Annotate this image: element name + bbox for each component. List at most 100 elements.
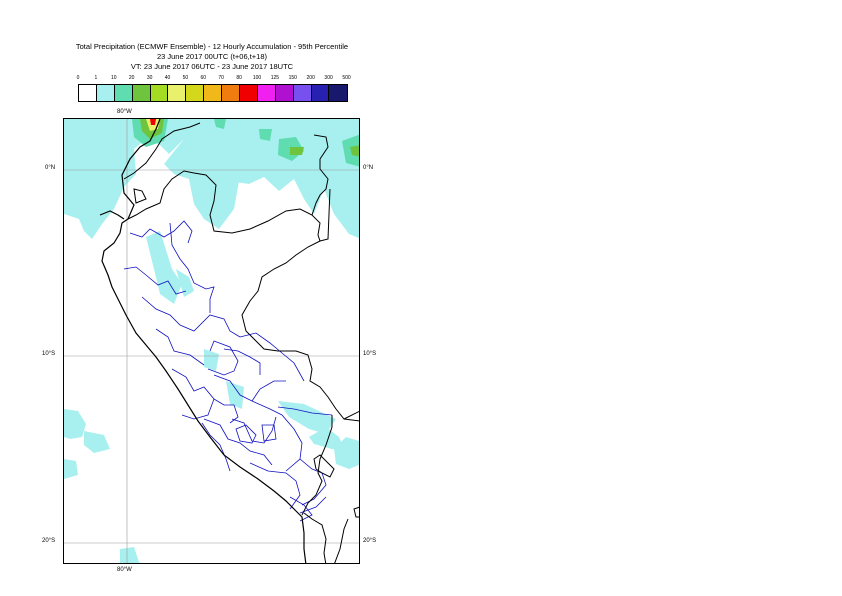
lat-label-10s-right: 10°S xyxy=(363,351,377,357)
precip-area-bolivia xyxy=(334,437,359,469)
legend-threshold-label: 50 xyxy=(182,75,189,81)
precip-extreme-northwest xyxy=(150,119,156,125)
regional-border-huanuco xyxy=(207,340,239,376)
regional-border-ica xyxy=(201,422,231,472)
regional-border-lalibertad xyxy=(141,296,241,338)
precip-area-south-central xyxy=(226,381,244,409)
precip-area-offshore-2 xyxy=(84,431,110,453)
legend-swatch xyxy=(150,85,169,101)
precip-heavy-northeast xyxy=(290,147,304,155)
legend-swatch xyxy=(275,85,294,101)
precip-moderate-far-northeast xyxy=(342,134,359,167)
title-line-2: 23 June 2017 00UTC (t+06,t+18) xyxy=(156,52,268,61)
precipitation-map xyxy=(63,118,360,564)
lat-label-20s-right: 20°S xyxy=(363,538,377,544)
lon-label-80w-top: 80°W xyxy=(117,109,132,115)
legend-threshold-label: 500 xyxy=(342,75,351,81)
border-ecuador-small xyxy=(133,188,147,204)
regional-border-arequipa xyxy=(249,462,301,510)
precip-area-east xyxy=(278,401,336,434)
border-colombia-brazil xyxy=(311,159,329,216)
regional-border-puno xyxy=(299,458,327,506)
legend-swatch xyxy=(204,85,223,101)
legend-swatch xyxy=(186,85,205,101)
border-peru-brazil xyxy=(241,240,359,422)
map-svg xyxy=(64,119,359,563)
border-venezuela-colombia xyxy=(313,134,329,160)
legend-threshold-label: 200 xyxy=(306,75,315,81)
regional-border-ancash xyxy=(155,328,205,366)
lake-titicaca xyxy=(313,454,335,478)
coastline-gulf-guayaquil xyxy=(99,210,125,220)
legend-labels: 0 1 10 20 30 40 50 60 70 80 100 125 150 200 300 500 xyxy=(76,75,351,84)
regional-border-small-2 xyxy=(261,424,277,442)
border-brazil-bolivia xyxy=(343,410,359,420)
border-chile-argentina xyxy=(334,518,349,563)
precip-area-se xyxy=(309,427,344,449)
legend-swatch xyxy=(132,85,151,101)
title-line-3: VT: 23 June 2017 06UTC - 23 June 2017 18… xyxy=(130,62,294,71)
lat-label-10s-left: 10°S xyxy=(42,351,56,357)
legend-swatch xyxy=(222,85,241,101)
legend-threshold-label: 1 xyxy=(94,75,98,81)
border-bolivia-chile xyxy=(303,512,327,563)
legend-threshold-label: 10 xyxy=(111,75,117,81)
regional-border-small-1 xyxy=(235,424,257,444)
legend-swatch xyxy=(311,85,330,101)
legend-swatch xyxy=(168,85,187,101)
legend-threshold-label: 30 xyxy=(146,75,153,81)
legend-swatch xyxy=(329,85,348,101)
border-peru-bolivia xyxy=(301,415,333,516)
legend-color-bar xyxy=(78,84,349,102)
legend-swatch xyxy=(114,85,133,101)
border-peru-ecuador-colombia xyxy=(127,170,331,242)
lat-label-0n-left: 0°N xyxy=(45,165,56,171)
precip-heavy-far-northeast xyxy=(350,145,359,157)
coastline xyxy=(99,119,307,563)
precip-area-offshore-1 xyxy=(64,409,86,439)
color-legend: 0 1 10 20 30 40 50 60 70 80 100 125 150 200 300 500 xyxy=(76,75,351,102)
national-borders xyxy=(123,122,359,563)
lat-label-0n-right: 0°N xyxy=(363,165,374,171)
precip-moderate-north-1 xyxy=(214,119,226,129)
regional-border-apurimac xyxy=(231,416,277,444)
border-ecuador-colombia xyxy=(123,122,201,180)
regional-border-north xyxy=(129,220,193,244)
chart-title: Total Precipitation (ECMWF Ensemble) - 1… xyxy=(0,42,424,72)
legend-threshold-label: 125 xyxy=(270,75,280,81)
legend-threshold-label: 150 xyxy=(288,75,297,81)
regional-border-ucayali xyxy=(239,332,305,382)
legend-threshold-label: 100 xyxy=(252,75,262,81)
precip-area-west xyxy=(164,139,239,229)
legend-threshold-label: 60 xyxy=(200,75,207,81)
regional-border-junin xyxy=(213,374,286,402)
precip-moderate-north-2 xyxy=(259,129,272,141)
legend-threshold-label: 40 xyxy=(164,75,171,81)
legend-threshold-label: 20 xyxy=(128,75,135,81)
regional-border-amazonas xyxy=(169,222,215,313)
regional-border-ayacucho xyxy=(203,418,273,466)
legend-threshold-label: 0 xyxy=(76,75,80,81)
regional-border-cajamarca xyxy=(123,266,187,295)
legend-threshold-label: 300 xyxy=(324,75,333,81)
lake-poopo xyxy=(353,506,359,518)
legend-swatch xyxy=(257,85,276,101)
regional-border-huancavelica xyxy=(213,398,239,424)
precip-area-offshore-3 xyxy=(64,459,78,479)
legend-swatch xyxy=(293,85,312,101)
regional-border-pasco xyxy=(223,348,261,375)
precip-area-andes-mid xyxy=(176,269,194,297)
legend-swatch xyxy=(240,85,258,101)
legend-threshold-label: 80 xyxy=(236,75,242,81)
coastline-south-america xyxy=(101,119,307,563)
lat-label-20s-left: 20°S xyxy=(42,538,56,544)
precip-area-offshore-4 xyxy=(120,547,140,563)
legend-threshold-label: 70 xyxy=(218,75,224,81)
precip-area-central xyxy=(204,349,219,371)
lon-label-80w-bottom: 80°W xyxy=(117,567,132,573)
legend-swatch xyxy=(96,85,115,101)
precip-area-andes-north xyxy=(146,231,182,304)
regional-border-lima xyxy=(171,368,215,420)
regional-border-tacna xyxy=(299,496,327,514)
title-line-1: Total Precipitation (ECMWF Ensemble) - 1… xyxy=(75,42,349,51)
